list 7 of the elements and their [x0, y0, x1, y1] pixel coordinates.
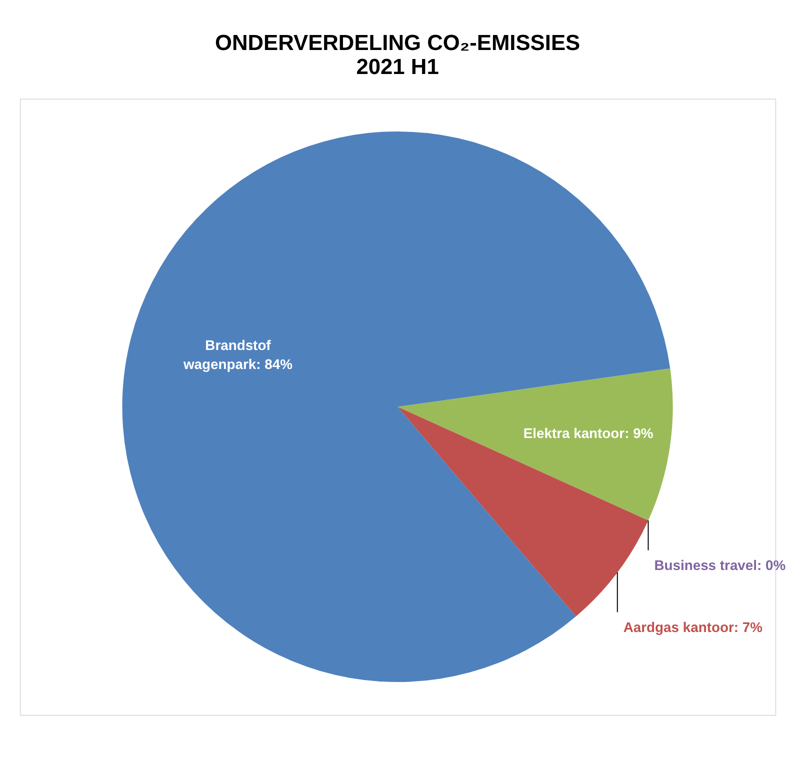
slice-label: Aardgas kantoor: 7% [623, 619, 762, 636]
slice-label: Brandstof wagenpark: 84% [182, 337, 292, 372]
text: 2021 H1 [356, 54, 439, 79]
pie-slice [398, 368, 673, 520]
text: ONDERVERDELING CO₂-EMISSIES [214, 30, 580, 55]
legend-label: Business travel: 0% [654, 557, 786, 574]
slice-label: Elektra kantoor: 9% [523, 425, 654, 442]
